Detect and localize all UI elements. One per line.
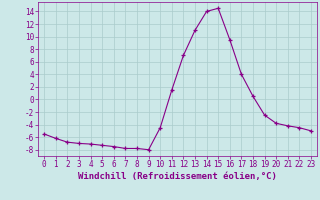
X-axis label: Windchill (Refroidissement éolien,°C): Windchill (Refroidissement éolien,°C)	[78, 172, 277, 181]
